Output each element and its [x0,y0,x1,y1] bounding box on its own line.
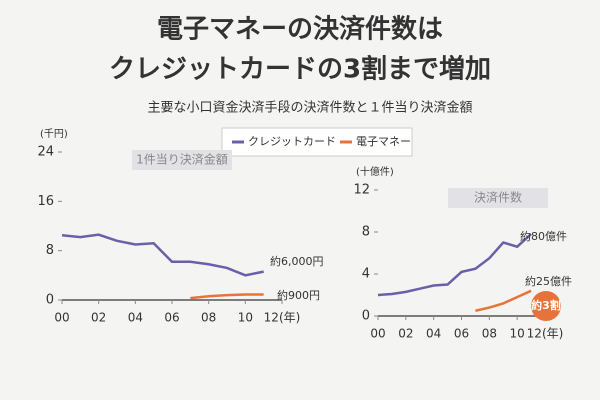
y-tick-label: 16 [37,194,54,209]
series-line [190,293,264,300]
x-tick-label: 00 [54,311,69,325]
y-tick-label: 12 [353,183,370,198]
legend-box [221,127,413,157]
x-tick-label: 10 [510,327,525,341]
x-tick-label: 08 [482,327,497,341]
y-tick-label: 0 [362,309,370,324]
x-tick-label: 08 [201,311,216,325]
x-tick-label: 12(年) [264,311,301,325]
y-axis-unit: (千円) [40,128,68,140]
x-tick-label: 00 [370,327,385,341]
badge [531,291,561,321]
y-tick-label: 24 [37,145,54,160]
annotation: 約6,000円 [270,254,324,268]
x-tick-label: 02 [398,327,413,341]
title: クレジットカードの3割まで増加 [109,54,491,85]
y-tick-label: 8 [46,243,54,258]
series-line [377,233,532,297]
series-line [61,233,264,277]
legend-label: 電子マネー [356,135,411,148]
x-tick-label: 10 [238,311,253,325]
x-tick-label: 02 [91,311,106,325]
y-tick-label: 4 [362,267,370,282]
annotation: 約25億件 [525,274,572,288]
annotation: 約3割 [531,298,561,312]
x-tick-label: 12(年) [527,327,564,341]
title: 電子マネーの決済件数は [157,14,443,45]
panel-label: 1件当り決済金額 [136,152,228,167]
x-tick-label: 04 [426,327,441,341]
legend-label: クレジットカード [248,135,336,148]
annotation: 約900円 [277,288,320,302]
panel-label-box [448,188,548,208]
x-tick-label: 06 [454,327,469,341]
y-tick-label: 0 [46,293,54,308]
x-tick-label: 04 [128,311,143,325]
subtitle: 主要な小口資金決済手段の決済件数と１件当り決済金額 [147,100,472,116]
y-tick-label: 8 [362,225,370,240]
series-line [475,289,532,312]
annotation: 約80億件 [520,229,567,243]
y-axis-unit: (十億件) [356,165,394,178]
panel-label-box [132,150,232,170]
x-tick-label: 06 [164,311,179,325]
panel-label: 決済件数 [474,190,522,205]
